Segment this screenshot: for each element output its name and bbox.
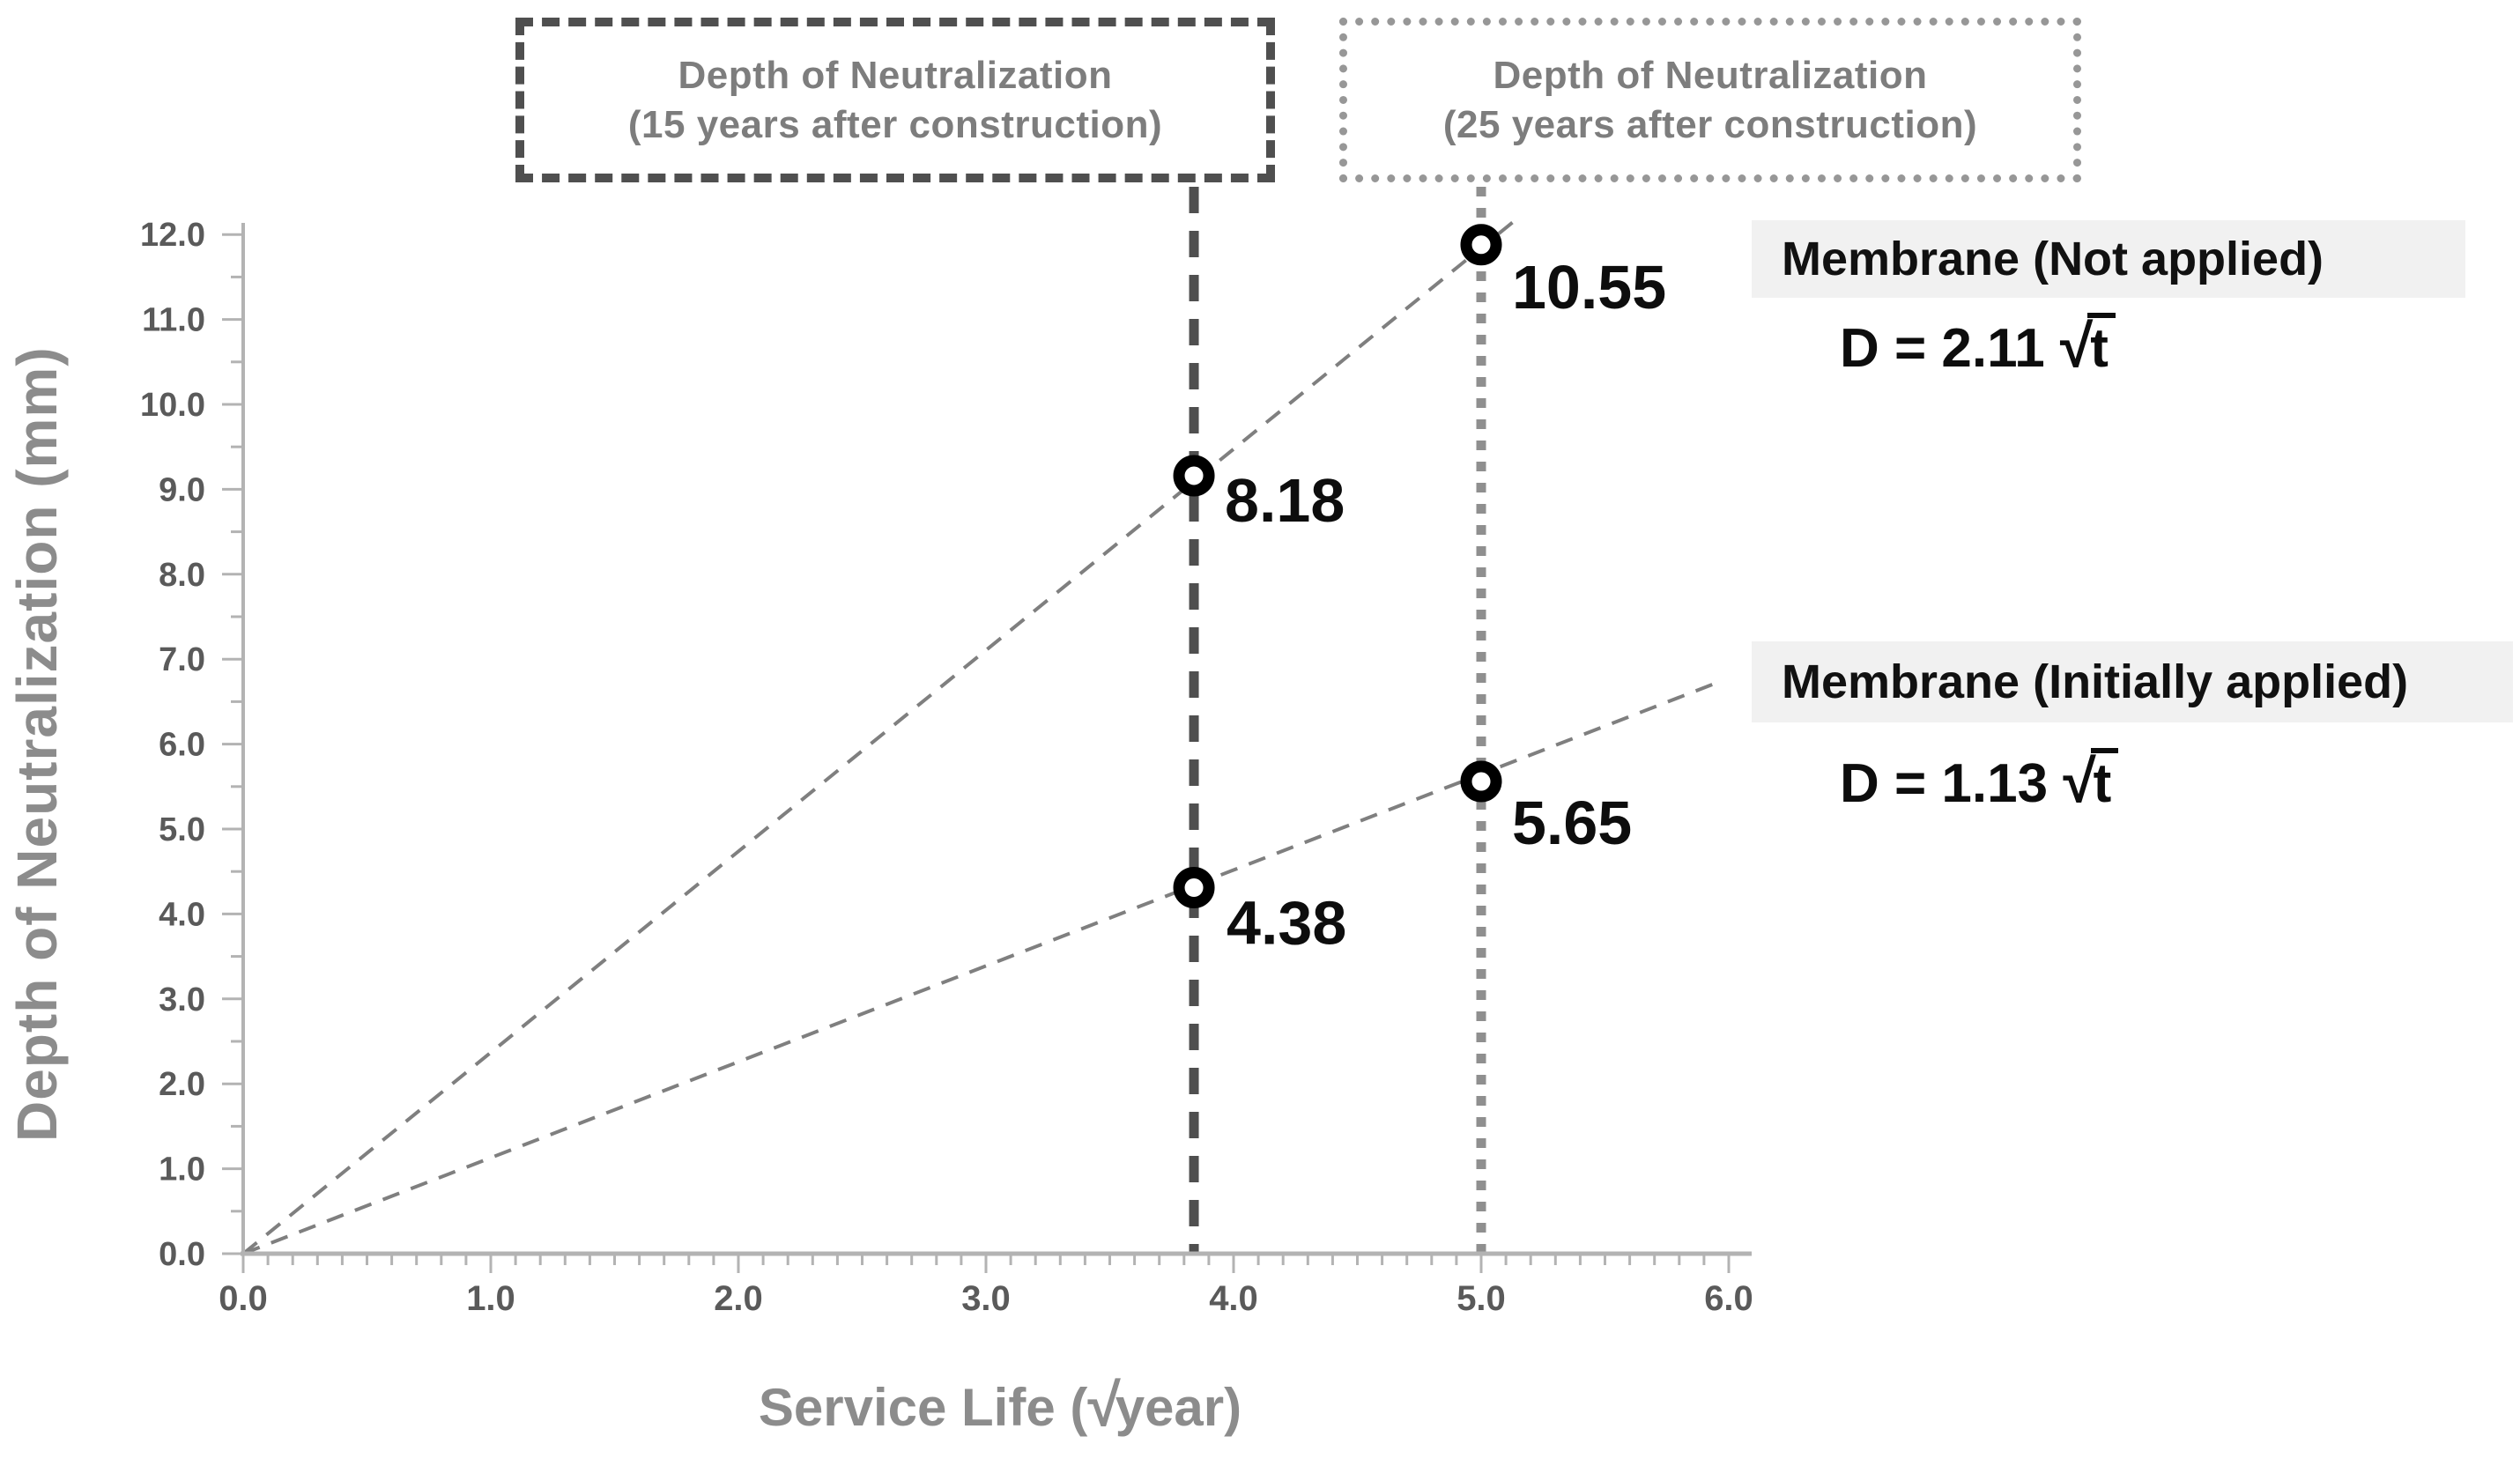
x-tick-label: 3.0	[961, 1279, 1011, 1318]
equation-initially-applied-prefix: D = 1.13	[1840, 753, 2049, 814]
x-tick-label: 4.0	[1209, 1279, 1258, 1318]
x-tick-label: 1.0	[466, 1279, 515, 1318]
data-point-label: 8.18	[1225, 466, 1345, 535]
annotation-box-25-years-subtitle: (25 years after construction)	[1442, 102, 1978, 146]
equation-initially-applied-radicand: t	[2090, 748, 2119, 814]
data-point-marker	[1173, 867, 1215, 909]
y-tick-label: 2.0	[159, 1066, 205, 1103]
data-point-label: 5.65	[1512, 789, 1632, 857]
annotation-box-15-years-subtitle: (15 years after construction)	[627, 102, 1163, 146]
x-tick-label: 2.0	[714, 1279, 763, 1318]
y-axis-title: Depth of Neutralization (mm)	[5, 346, 69, 1143]
x-axis-title-suffix: )	[1224, 1378, 1242, 1437]
equation-not-applied-radicand: t	[2087, 313, 2116, 379]
data-point-marker	[1460, 760, 1502, 803]
sqrt-symbol: √	[2059, 313, 2094, 380]
y-tick-label: 4.0	[159, 896, 205, 933]
y-tick-label: 12.0	[140, 217, 205, 254]
legend-title-initially-applied-label: Membrane (Initially applied)	[1782, 655, 2409, 708]
x-tick-label: 6.0	[1704, 1279, 1753, 1318]
x-axis-title-prefix: Service Life (	[758, 1378, 1088, 1437]
equation-not-applied: D = 2.11 √t	[1840, 312, 2116, 381]
equation-initially-applied: D = 1.13 √t	[1840, 747, 2119, 816]
data-point-marker	[1173, 455, 1215, 497]
annotation-box-15-years-title: Depth of Neutralization	[678, 53, 1113, 97]
legend-title-not-applied: Membrane (Not applied)	[1752, 220, 2465, 298]
x-tick-label: 5.0	[1456, 1279, 1506, 1318]
x-axis-title-radicand: year	[1115, 1378, 1225, 1437]
sqrt-symbol: √	[1087, 1372, 1121, 1439]
y-tick-label: 10.0	[140, 387, 205, 424]
y-tick-label: 0.0	[159, 1236, 205, 1273]
series-line-initially-applied	[242, 681, 1717, 1255]
annotation-box-25-years-title: Depth of Neutralization	[1493, 53, 1928, 97]
sqrt-symbol: √	[2063, 748, 2096, 815]
data-point-label: 4.38	[1227, 889, 1346, 958]
y-tick-label: 3.0	[159, 981, 205, 1018]
series-line-not-applied	[241, 220, 1515, 1255]
data-point-marker	[1460, 224, 1502, 266]
y-tick-label: 5.0	[159, 811, 205, 848]
x-tick-label: 0.0	[219, 1279, 268, 1318]
data-point-label: 10.55	[1512, 253, 1666, 322]
x-axis-title: Service Life (√year)	[560, 1371, 1441, 1440]
y-tick-label: 6.0	[159, 727, 205, 764]
annotation-box-25-years: Depth of Neutralization (25 years after …	[1339, 18, 2081, 182]
y-tick-label: 7.0	[159, 641, 205, 678]
y-tick-label: 1.0	[159, 1151, 205, 1188]
y-tick-label: 8.0	[159, 557, 205, 594]
y-tick-label: 9.0	[159, 471, 205, 508]
annotation-box-15-years: Depth of Neutralization (15 years after …	[515, 18, 1275, 182]
y-tick-label: 11.0	[142, 302, 205, 339]
legend-title-initially-applied: Membrane (Initially applied)	[1752, 641, 2513, 722]
legend-title-not-applied-label: Membrane (Not applied)	[1782, 233, 2324, 285]
equation-not-applied-prefix: D = 2.11	[1840, 318, 2045, 379]
